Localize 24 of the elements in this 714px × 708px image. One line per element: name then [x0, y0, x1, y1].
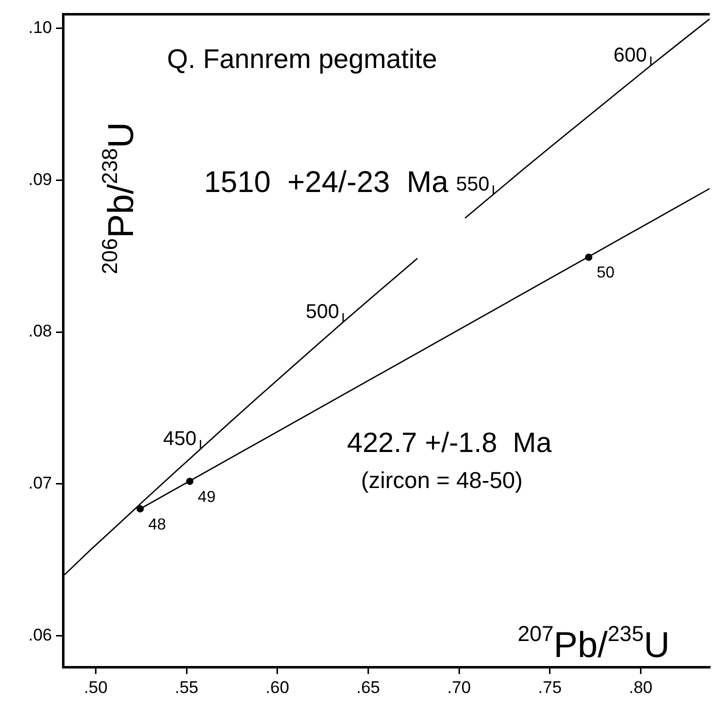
annotation: 422.7 +/-1.8 Ma: [347, 427, 552, 458]
x-tick-label: .75: [538, 678, 562, 697]
y-tick-label: .10: [28, 18, 52, 37]
annotation: 49: [198, 488, 216, 506]
annotation: 1510 +24/-23 Ma: [204, 166, 449, 200]
annotation: 600: [613, 44, 647, 67]
y-tick-label: .08: [28, 322, 52, 341]
annotation: 500: [306, 301, 340, 324]
annotation: (zircon = 48-50): [361, 467, 523, 494]
y-axis-title: 206Pb/238U: [96, 122, 141, 274]
annotation: 48: [148, 516, 166, 534]
y-tick-label: .06: [28, 626, 52, 645]
y-tick-label: .07: [28, 474, 52, 493]
annotation: 550: [456, 173, 490, 196]
annotation: 50: [596, 264, 615, 282]
x-tick-label: .70: [447, 678, 471, 697]
x-tick-label: .55: [174, 678, 198, 697]
y-tick-label: .09: [28, 170, 52, 189]
x-tick-label: .60: [266, 678, 290, 697]
annotation: 450: [163, 428, 197, 450]
x-tick-label: .50: [84, 678, 108, 697]
x-tick-label: .80: [628, 678, 652, 697]
text: Q. Fannrem pegmatite: [167, 44, 438, 74]
x-tick-label: .65: [356, 678, 380, 697]
